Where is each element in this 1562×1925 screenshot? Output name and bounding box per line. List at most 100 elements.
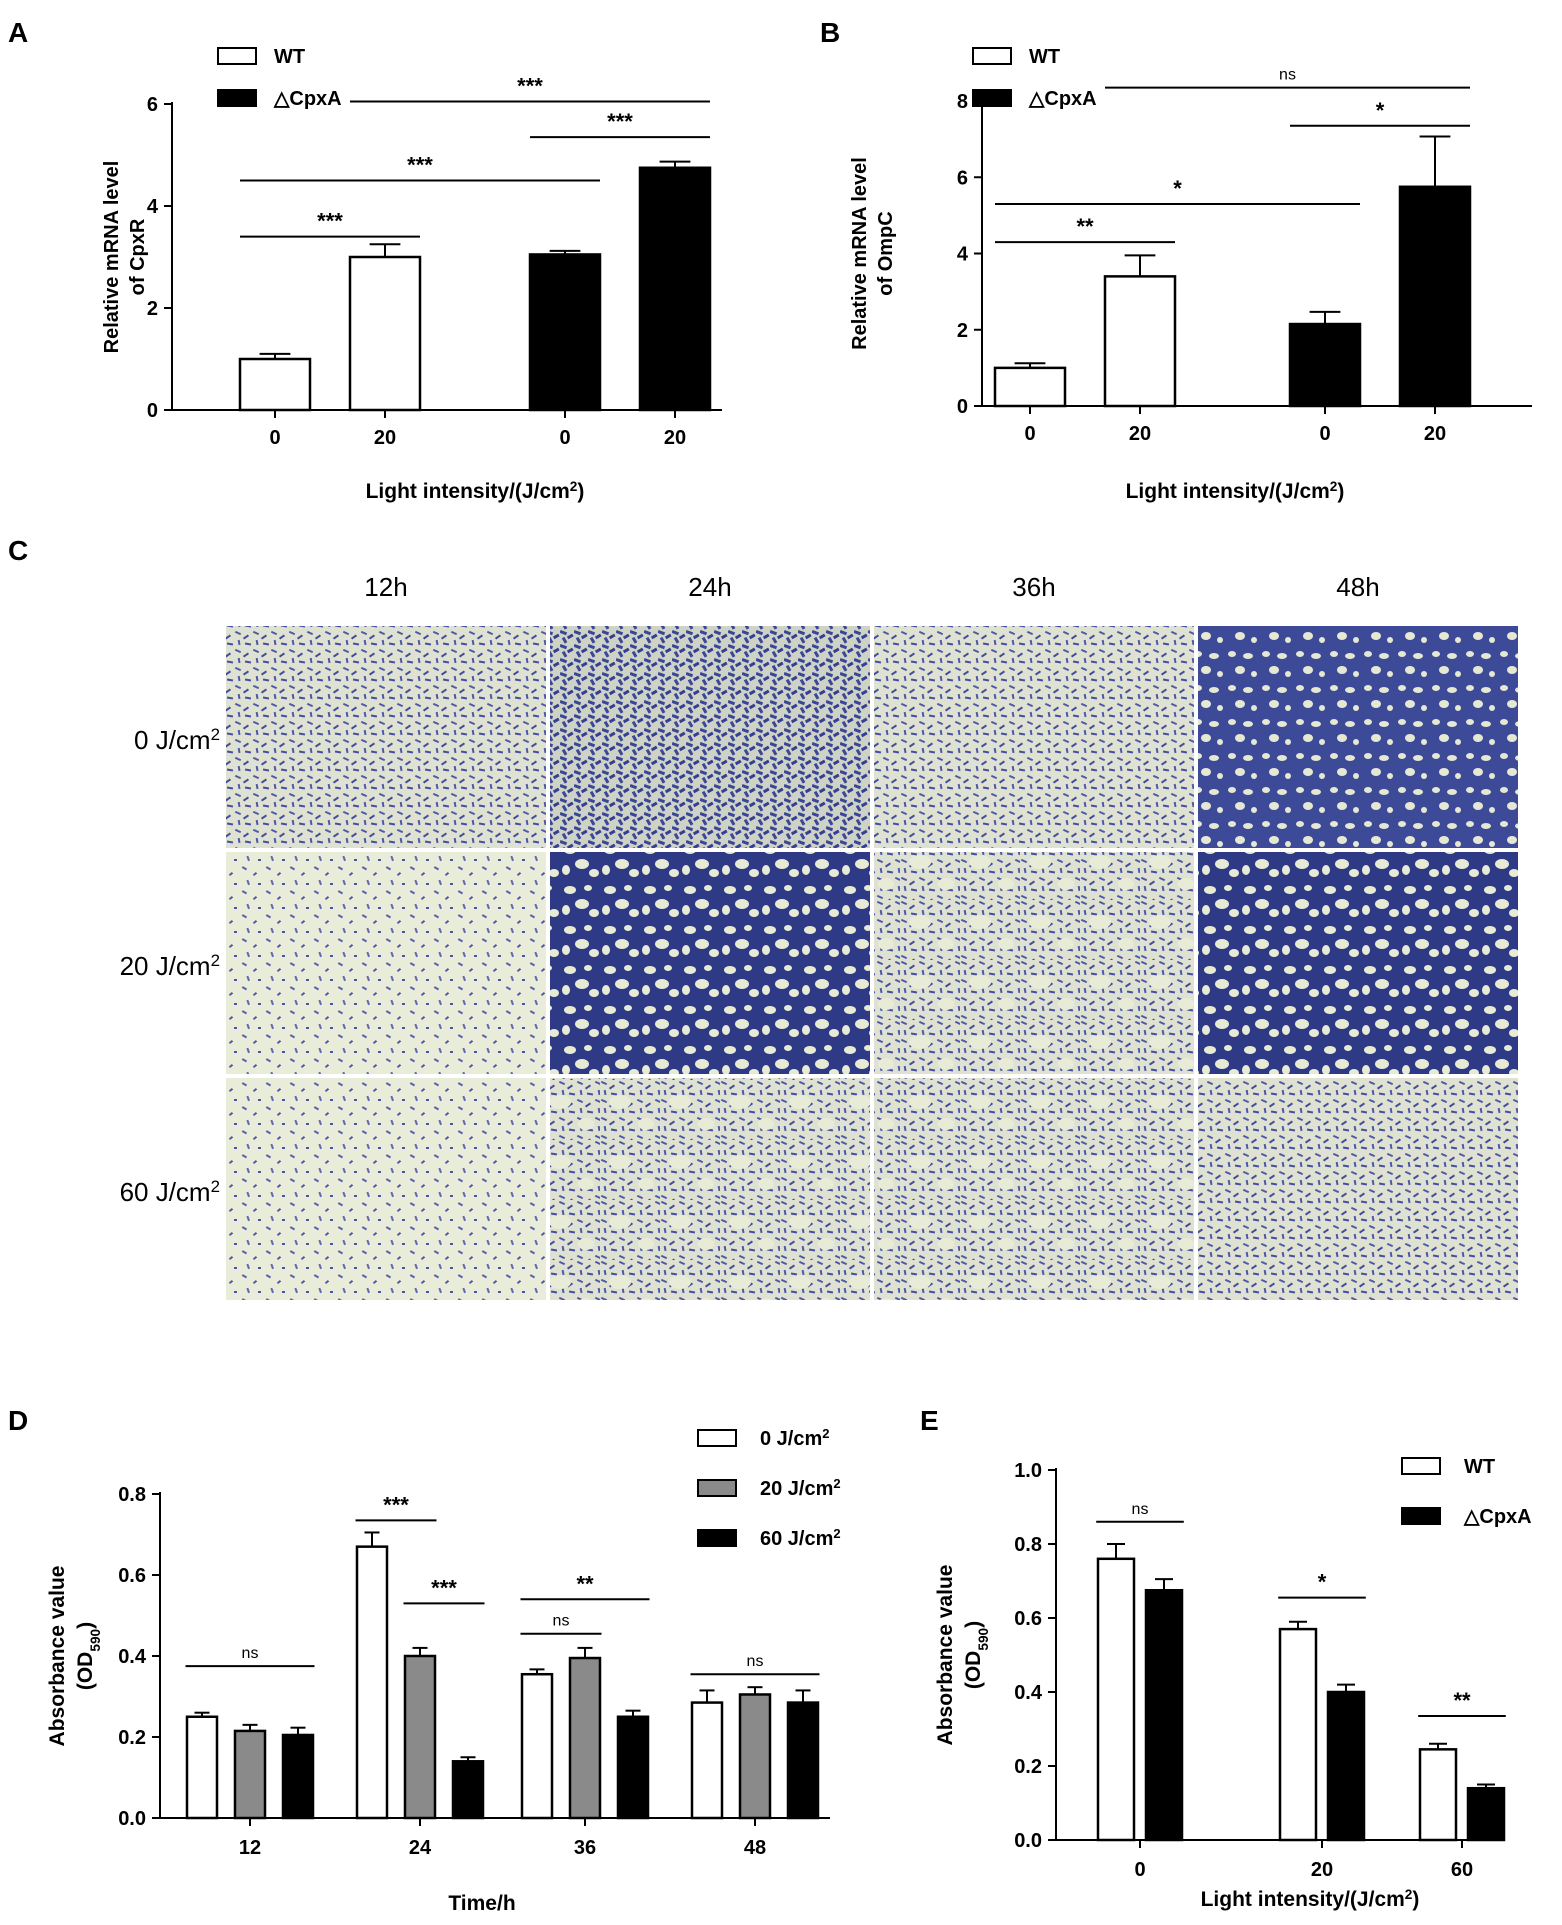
legend-label-A-0: WT <box>274 46 305 68</box>
bar-A-2 <box>528 253 602 412</box>
y-tick-label-A: 0 <box>147 400 158 422</box>
bar-E-1-0 <box>1144 1589 1184 1842</box>
bar-E-0-2 <box>1418 1748 1458 1842</box>
y-tick-label-B: 2 <box>957 320 968 342</box>
legend-swatch-A-0 <box>217 47 257 65</box>
y-tick-label-A: 6 <box>147 94 158 116</box>
x-tick-label-E-2: 60 <box>1451 1859 1473 1881</box>
legend-swatch-A-1 <box>217 89 257 107</box>
y-axis-label-A: Relative mRNA level <box>101 161 123 354</box>
x-tick-label-E-1: 20 <box>1311 1859 1333 1881</box>
bar-D-1-3 <box>738 1693 772 1820</box>
legend-swatch-B-1 <box>972 89 1012 107</box>
micrograph-0-3 <box>1198 626 1518 848</box>
micrograph-2-0 <box>226 1078 546 1300</box>
bar-A-1 <box>348 255 422 412</box>
column-label-3: 48h <box>1336 572 1379 602</box>
bar-B-0 <box>993 366 1067 408</box>
bar-D-1-1 <box>403 1654 437 1820</box>
x-tick-label-B-3: 20 <box>1424 423 1446 445</box>
bar-B-3 <box>1398 185 1472 408</box>
micrograph-0-1 <box>550 626 870 848</box>
x-tick-label-D-1: 24 <box>409 1837 432 1859</box>
bar-D-0-3 <box>690 1701 724 1820</box>
sig-label-D-2: *** <box>431 1575 457 1600</box>
y-axis-label-2-B: of OmpC <box>875 211 897 295</box>
bar-B-1 <box>1103 275 1177 408</box>
sig-label-A-1: *** <box>407 153 433 178</box>
column-label-0: 12h <box>364 572 407 602</box>
x-tick-label-A-1: 20 <box>374 427 396 449</box>
y-tick-label-D: 0.4 <box>118 1646 147 1668</box>
x-tick-label-E-0: 0 <box>1134 1859 1145 1881</box>
legend-label-E-0: WT <box>1464 1456 1495 1478</box>
legend-swatch-B-0 <box>972 47 1012 65</box>
x-axis-label-B: Light intensity/(J/cm2) <box>1126 479 1345 504</box>
x-axis-label-D: Time/h <box>448 1892 515 1915</box>
x-tick-label-A-0: 0 <box>269 427 280 449</box>
bar-D-2-1 <box>451 1760 485 1820</box>
y-tick-label-D: 0.0 <box>118 1808 146 1830</box>
y-tick-label-E: 0.2 <box>1014 1756 1042 1778</box>
bar-E-0-0 <box>1096 1557 1136 1842</box>
legend-swatch-D-2 <box>697 1529 737 1547</box>
sig-label-A-3: *** <box>517 73 543 98</box>
x-tick-label-B-0: 0 <box>1024 423 1035 445</box>
bar-E-1-2 <box>1466 1786 1506 1842</box>
legend-swatch-E-1 <box>1401 1507 1441 1525</box>
y-axis-label-B: Relative mRNA level <box>849 157 871 350</box>
legend-label-A-1: △CpxA <box>273 88 342 110</box>
sig-label-B-2: * <box>1376 98 1385 123</box>
legend-label-B-1: △CpxA <box>1028 88 1097 110</box>
x-tick-label-D-3: 48 <box>744 1837 766 1859</box>
x-tick-label-A-2: 0 <box>559 427 570 449</box>
panel-label-D: D <box>8 1405 28 1436</box>
y-axis-label-D: Absorbance value <box>46 1566 69 1747</box>
sig-label-D-1: *** <box>383 1492 409 1517</box>
micrograph-2-2 <box>874 1078 1194 1300</box>
y-tick-label-D: 0.6 <box>118 1565 146 1587</box>
sig-label-A-2: *** <box>607 109 633 134</box>
row-label-0: 0 J/cm2 <box>134 725 220 756</box>
micrograph-2-3 <box>1198 1078 1518 1300</box>
legend-swatch-E-0 <box>1401 1457 1441 1475</box>
bar-D-2-0 <box>281 1733 315 1820</box>
micrograph-0-2 <box>874 626 1194 848</box>
legend-label-B-0: WT <box>1029 46 1060 68</box>
row-label-2: 60 J/cm2 <box>120 1177 220 1208</box>
x-tick-label-B-1: 20 <box>1129 423 1151 445</box>
x-axis-label-E: Light intensity/(J/cm2) <box>1201 1887 1420 1912</box>
sig-label-B-3: ns <box>1279 67 1296 84</box>
bar-D-0-1 <box>355 1545 389 1820</box>
y-tick-label-E: 0.6 <box>1014 1608 1042 1630</box>
micrograph-1-0 <box>226 852 546 1074</box>
sig-label-D-5: ns <box>747 1653 764 1670</box>
legend-label-D-0: 0 J/cm2 <box>760 1426 830 1451</box>
micrograph-1-2 <box>874 852 1194 1074</box>
bar-E-0-1 <box>1278 1627 1318 1842</box>
panel-label-C: C <box>8 535 28 566</box>
sig-label-D-4: ** <box>576 1571 594 1596</box>
panel-label-A: A <box>8 17 28 48</box>
sig-label-D-0: ns <box>242 1645 259 1662</box>
sig-label-D-3: ns <box>553 1613 570 1630</box>
y-axis-label-2-D: (OD590) <box>74 1622 103 1690</box>
x-axis-label-A: Light intensity/(J/cm2) <box>366 479 585 504</box>
y-tick-label-E: 0.8 <box>1014 1534 1042 1556</box>
y-tick-label-E: 0.4 <box>1014 1682 1043 1704</box>
legend-label-D-2: 60 J/cm2 <box>760 1526 841 1551</box>
y-tick-label-E: 1.0 <box>1014 1460 1042 1482</box>
bar-D-1-2 <box>568 1656 602 1820</box>
x-tick-label-B-2: 0 <box>1319 423 1330 445</box>
micrograph-1-1 <box>550 852 870 1074</box>
column-label-2: 36h <box>1012 572 1055 602</box>
y-axis-label-2-A: of CpxR <box>127 218 149 295</box>
y-tick-label-B: 6 <box>957 167 968 189</box>
sig-label-E-2: ** <box>1453 1688 1471 1713</box>
y-tick-label-A: 2 <box>147 298 158 320</box>
legend-label-E-1: △CpxA <box>1463 1506 1532 1528</box>
bar-D-2-3 <box>786 1701 820 1820</box>
y-tick-label-B: 0 <box>957 396 968 418</box>
bar-D-2-2 <box>616 1715 650 1820</box>
